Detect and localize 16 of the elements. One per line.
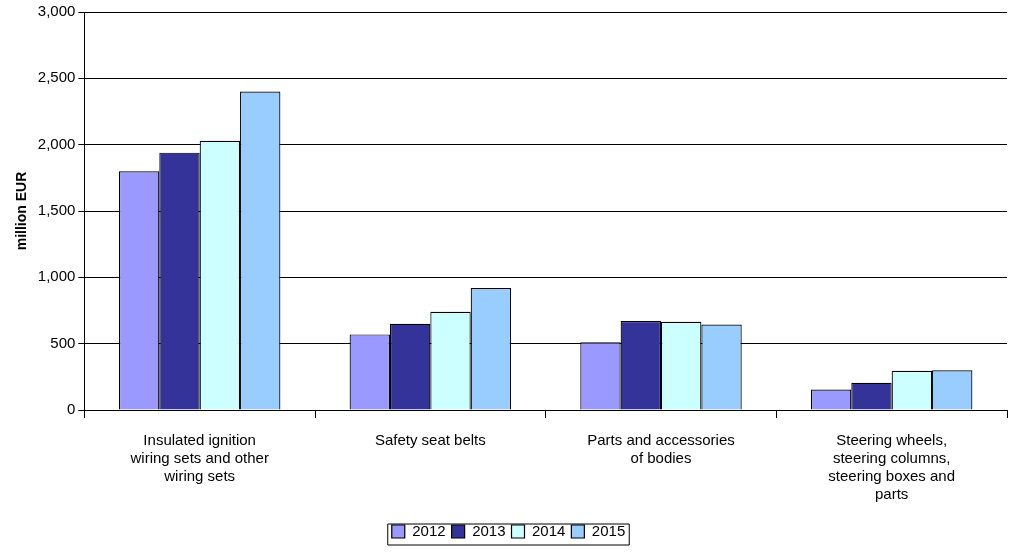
legend-label: 2014 [532, 521, 566, 539]
legend-label: 2013 [472, 521, 506, 539]
y-axis-title: million EUR [13, 171, 30, 251]
x-tick-label: Safety seat belts [374, 431, 486, 449]
x-tick-label: Insulated ignition wiring sets and other wiring sets [129, 431, 269, 485]
y-tick-label: 2,500 [37, 68, 76, 86]
y-tick-label: 3,000 [37, 2, 76, 20]
y-tick-label: 1,000 [37, 267, 76, 285]
legend-label: 2015 [591, 521, 626, 539]
y-tick-label: 2,000 [37, 134, 76, 152]
legend-label: 2012 [412, 521, 446, 539]
x-tick-label: Steering wheels, steering columns, steering boxes and parts [828, 431, 956, 503]
y-tick-label: 500 [50, 333, 76, 351]
y-tick-label: 1,500 [37, 201, 76, 219]
x-tick-label: Parts and accessories of bodies [587, 431, 735, 467]
y-tick-label: 0 [66, 400, 76, 418]
